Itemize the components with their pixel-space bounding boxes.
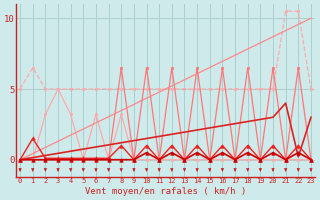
X-axis label: Vent moyen/en rafales ( km/h ): Vent moyen/en rafales ( km/h ) <box>85 187 246 196</box>
